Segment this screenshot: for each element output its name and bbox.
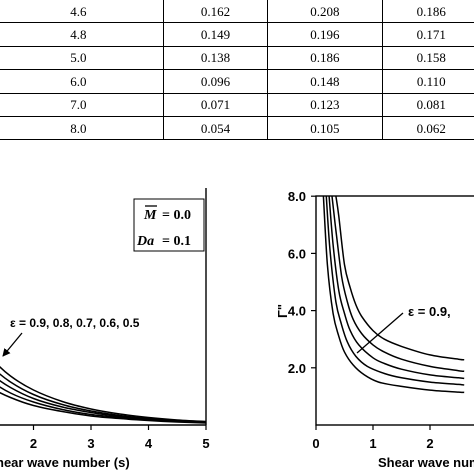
- curve-line-2: [331, 196, 465, 372]
- table-cell: 0.110: [381, 69, 474, 94]
- right-epsilon-annotation: ε = 0.9,: [408, 304, 451, 319]
- curve-line-1: [0, 365, 207, 423]
- right-y-tick-label: 2.0: [288, 361, 306, 376]
- right-x-tick-label: 2: [426, 436, 433, 451]
- left-x-tick-label: 4: [145, 436, 153, 451]
- left-epsilon-annotation: ε = 0.9, 0.8, 0.7, 0.6, 0.5: [10, 316, 140, 330]
- right-y-tick-label: 6.0: [288, 246, 306, 261]
- right-annotation-arrow: [356, 312, 404, 354]
- left-x-tick-label: 5: [202, 436, 209, 451]
- m-symbol: M: [143, 208, 157, 223]
- table-row: 8.0 0.054 0.105 0.062: [0, 115, 474, 141]
- curve-line-1: [335, 196, 465, 361]
- right-x-axis-label: Shear wave number: [378, 455, 474, 470]
- da-value: = 0.1: [162, 234, 191, 249]
- curve-line-3: [328, 196, 465, 380]
- table-cell: 0.062: [381, 115, 474, 141]
- left-x-ticks: 2 3 4 5: [30, 425, 210, 451]
- da-symbol: Da: [136, 234, 154, 249]
- left-x-axis-label: hear wave number (s): [0, 455, 130, 470]
- params-legend-box: [133, 198, 205, 252]
- table-cell: 0.096: [162, 69, 269, 94]
- curve-line-3: [0, 379, 207, 424]
- right-x-tick-label: 1: [369, 436, 376, 451]
- table-row: 6.0 0.096 0.148 0.110: [0, 69, 474, 94]
- right-axis-ticks: 0 1 2 2.0 4.0 6.0 8.0: [288, 189, 434, 451]
- right-chart-curves: [322, 196, 465, 394]
- left-x-tick-label: 3: [87, 436, 94, 451]
- right-y-axis-label: Γ": [275, 304, 290, 318]
- data-table: 4.6 0.162 0.208 0.186 4.8 0.149 0.196 0.171 5.0 0…: [0, 0, 474, 141]
- curve-line-5: [0, 391, 207, 424]
- table-cell: 0.081: [381, 92, 474, 117]
- table-cell: 0.148: [267, 69, 383, 94]
- right-y-tick-label: 8.0: [288, 189, 306, 204]
- m-value: = 0.0: [162, 208, 191, 223]
- curve-line-5: [322, 196, 465, 394]
- curve-line-4: [325, 196, 465, 386]
- table-cell: 0.071: [162, 92, 269, 117]
- right-y-tick-label: 4.0: [288, 304, 306, 319]
- left-annotation-arrow: [2, 332, 23, 357]
- table-cell: 0.196: [267, 22, 383, 47]
- table-cell: 8.0: [0, 115, 164, 141]
- left-x-tick-label: 2: [30, 436, 37, 451]
- table-cell: 0.054: [162, 115, 269, 141]
- table-row: 4.6 0.162 0.208 0.186: [0, 0, 474, 24]
- table-cell: 0.138: [162, 45, 269, 71]
- right-chart: 0 1 2 2.0 4.0 6.0 8.0 Γ" Shear wave number ε =…: [275, 189, 474, 470]
- left-chart-curves: [0, 365, 207, 424]
- table-cell: 0.105: [267, 115, 383, 141]
- table-cell: 0.186: [267, 45, 383, 71]
- left-chart: 2 3 4 5 hear wave number (s) M = 0.0 Da = 0…: [0, 188, 210, 470]
- right-x-tick-label: 0: [312, 436, 319, 451]
